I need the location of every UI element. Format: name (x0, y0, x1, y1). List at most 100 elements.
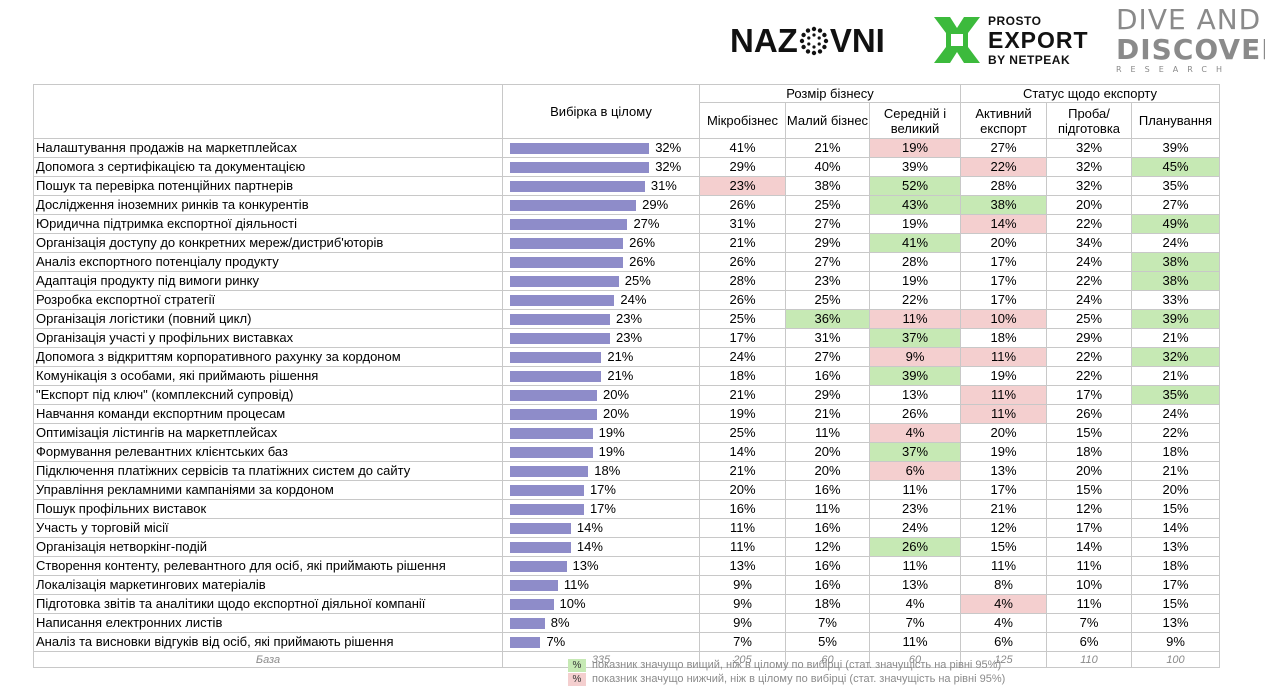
total-bar (510, 295, 615, 306)
value-cell: 33% (1131, 290, 1220, 310)
value-cell: 10% (960, 309, 1047, 329)
value-cell: 14% (699, 442, 786, 462)
total-bar-label: 10% (559, 596, 586, 611)
row-label: Управління рекламними кампаніями за корд… (33, 480, 503, 500)
row-label: Організація нетворкінг-подій (33, 537, 503, 557)
value-cell: 7% (869, 613, 961, 633)
table-row: Організація доступу до конкретних мереж/… (33, 233, 1220, 253)
nazovni-logo-text: NAZ (730, 22, 798, 59)
value-cell: 20% (960, 423, 1047, 443)
value-cell: 29% (1046, 328, 1132, 348)
total-bar (510, 314, 611, 325)
value-cell: 27% (785, 347, 870, 367)
value-cell: 11% (1046, 556, 1132, 576)
dotted-circle-icon (799, 26, 829, 56)
base-label: База (33, 651, 503, 668)
row-label: Організація логістики (повний цикл) (33, 309, 503, 329)
dive-line1: DIVE AND (1116, 3, 1262, 36)
significance-legend: % показник значущо вищий, ніж в цілому п… (568, 658, 1005, 686)
total-bar-label: 13% (572, 558, 599, 573)
value-cell: 15% (1046, 423, 1132, 443)
total-bar (510, 485, 584, 496)
total-bar-label: 17% (589, 482, 616, 497)
total-bar (510, 599, 554, 610)
value-cell: 19% (699, 404, 786, 424)
total-bar-cell: 29% (502, 195, 700, 215)
value-cell: 21% (699, 233, 786, 253)
total-bar-cell: 7% (502, 632, 700, 652)
nazovni-logo: NAZ VNI (730, 22, 885, 60)
value-cell: 26% (699, 195, 786, 215)
value-cell: 15% (1046, 480, 1132, 500)
value-cell: 11% (960, 556, 1047, 576)
value-cell: 11% (785, 423, 870, 443)
total-bar (510, 276, 619, 287)
value-cell: 38% (785, 176, 870, 196)
value-cell: 23% (785, 271, 870, 291)
value-cell: 20% (785, 442, 870, 462)
value-cell: 29% (785, 233, 870, 253)
value-cell: 37% (869, 328, 961, 348)
total-bar-cell: 32% (502, 138, 700, 158)
row-label: Підготовка звітів та аналітики щодо експ… (33, 594, 503, 614)
value-cell: 14% (960, 214, 1047, 234)
base-value: 205 (699, 651, 786, 668)
row-label: Пошук профільних виставок (33, 499, 503, 519)
value-cell: 13% (869, 575, 961, 595)
logos: NAZ VNI PROSTO EXPORT BY NETPEAK DIVE AN… (720, 4, 1265, 80)
value-cell: 16% (785, 556, 870, 576)
total-bar-cell: 24% (502, 290, 700, 310)
total-bar-label: 27% (633, 216, 660, 231)
row-label: Розробка експортної стратегії (33, 290, 503, 310)
value-cell: 38% (960, 195, 1047, 215)
total-bar-label: 14% (576, 539, 603, 554)
total-bar (510, 466, 589, 477)
header-col-trial: Проба/ підготовка (1046, 102, 1132, 139)
table-row: Підготовка звітів та аналітики щодо експ… (33, 594, 1220, 614)
total-bar-label: 32% (655, 159, 682, 174)
total-bar-cell: 20% (502, 404, 700, 424)
value-cell: 24% (1046, 252, 1132, 272)
table-row: Локалізація маркетингових матеріалів 11% 9… (33, 575, 1220, 595)
total-bar-cell: 21% (502, 366, 700, 386)
total-bar (510, 504, 584, 515)
value-cell: 32% (1046, 138, 1132, 158)
table-row: Аналіз та висновки відгуків від осіб, як… (33, 632, 1220, 652)
table-row: Організація нетворкінг-подій 14% 11% 12% 26%… (33, 537, 1220, 557)
prosto-line2: EXPORT (988, 26, 1089, 53)
total-bar (510, 143, 650, 154)
table-row: Створення контенту, релевантного для осі… (33, 556, 1220, 576)
row-label: Пошук та перевірка потенційних партнерів (33, 176, 503, 196)
total-bar-label: 23% (616, 311, 643, 326)
value-cell: 7% (699, 632, 786, 652)
value-cell: 21% (785, 404, 870, 424)
value-cell: 11% (869, 632, 961, 652)
value-cell: 21% (785, 138, 870, 158)
value-cell: 24% (1131, 404, 1220, 424)
value-cell: 18% (785, 594, 870, 614)
row-label: Організація участі у профільних виставка… (33, 328, 503, 348)
table-row: Допомога з відкриттям корпоративного рах… (33, 347, 1220, 367)
row-label: Юридична підтримка експортної діяльності (33, 214, 503, 234)
prosto-line1: PROSTO (988, 13, 1042, 28)
total-bar-label: 21% (607, 368, 634, 383)
total-bar-label: 17% (589, 501, 616, 516)
total-bar-label: 19% (598, 444, 625, 459)
value-cell: 11% (699, 518, 786, 538)
value-cell: 24% (1131, 233, 1220, 253)
value-cell: 13% (1131, 537, 1220, 557)
total-bar-label: 24% (620, 292, 647, 307)
total-bar (510, 637, 541, 648)
table-row: Організація участі у профільних виставка… (33, 328, 1220, 348)
total-bar-cell: 18% (502, 461, 700, 481)
value-cell: 17% (1046, 385, 1132, 405)
value-cell: 15% (1131, 499, 1220, 519)
total-bar (510, 352, 602, 363)
total-bar-label: 11% (563, 577, 589, 592)
table-row: Формування релевантних клієнтських баз 19… (33, 442, 1220, 462)
total-bar (510, 580, 558, 591)
row-label: Комунікація з особами, які приймають ріш… (33, 366, 503, 386)
value-cell: 25% (785, 195, 870, 215)
value-cell: 13% (869, 385, 961, 405)
row-label: Аналіз та висновки відгуків від осіб, як… (33, 632, 503, 652)
